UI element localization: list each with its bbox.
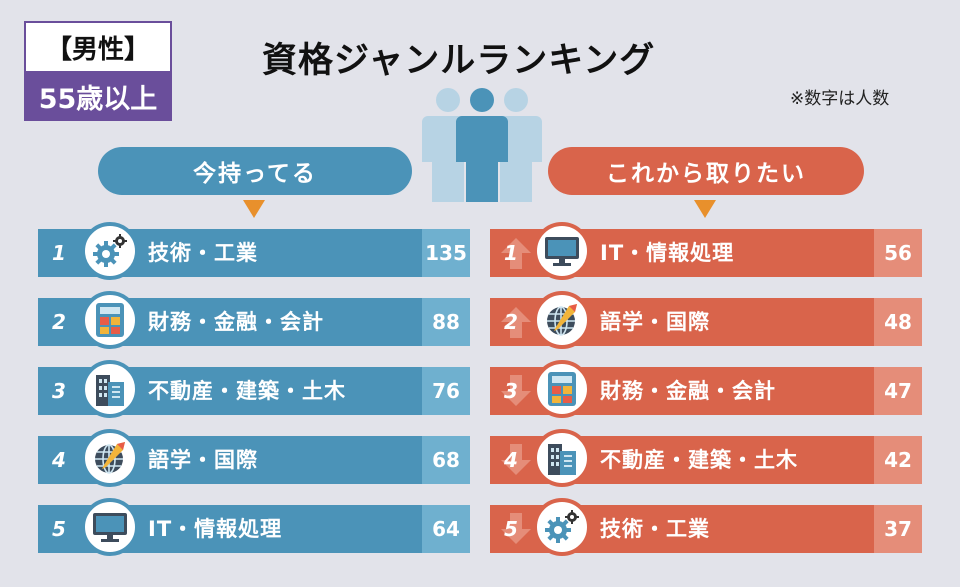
people-icon [422, 88, 542, 202]
age-label: 55歳以上 [26, 71, 170, 121]
owned-row-3: 3 不動産・建築・土木 76 [38, 360, 470, 418]
count-value: 47 [874, 367, 922, 415]
owned-row-1: 1 技術・工業 135 [38, 222, 470, 280]
wanted-row-1: 1 IT・情報処理 56 [490, 222, 922, 280]
rank-number: 2 [504, 310, 518, 334]
owned-row-4: 4 語学・国際 68 [38, 429, 470, 487]
count-value: 68 [422, 436, 470, 484]
owned-row-2: 2 財務・金融・会計 88 [38, 291, 470, 349]
heading-wanted-pointer [694, 200, 716, 218]
monitor-icon [81, 498, 139, 556]
gear-icon [81, 222, 139, 280]
rank-number: 3 [504, 379, 518, 403]
count-value: 37 [874, 505, 922, 553]
trend-down-arrow-icon [501, 444, 531, 475]
count-value: 48 [874, 298, 922, 346]
category-label: 不動産・建築・土木 [600, 448, 798, 472]
gear-icon [533, 498, 591, 556]
count-value: 88 [422, 298, 470, 346]
wanted-row-5: 5 技術・工業 37 [490, 498, 922, 556]
rank-number: 1 [504, 241, 518, 265]
count-value: 64 [422, 505, 470, 553]
category-label: IT・情報処理 [148, 517, 283, 541]
count-value: 56 [874, 229, 922, 277]
heading-wanted: これから取りたい [548, 147, 864, 195]
count-value: 135 [422, 229, 470, 277]
rank-number: 5 [52, 517, 66, 541]
wanted-row-2: 2 語学・国際 48 [490, 291, 922, 349]
trend-down-arrow-icon [501, 513, 531, 544]
segment-tag: 【男性】 55歳以上 [24, 21, 172, 121]
trend-up-arrow-icon [501, 307, 531, 338]
rank-number: 5 [504, 517, 518, 541]
category-label: 技術・工業 [600, 517, 710, 541]
rank-number: 4 [52, 448, 66, 472]
count-value: 42 [874, 436, 922, 484]
heading-owned-pointer [243, 200, 265, 218]
monitor-icon [533, 222, 591, 280]
unit-note: ※数字は人数 [790, 89, 890, 109]
category-label: 語学・国際 [600, 310, 710, 334]
calculator-icon [533, 360, 591, 418]
rank-number: 4 [504, 448, 518, 472]
building-icon [81, 360, 139, 418]
wanted-row-4: 4 不動産・建築・土木 42 [490, 429, 922, 487]
globe-icon [533, 291, 591, 349]
category-label: 語学・国際 [148, 448, 258, 472]
wanted-row-3: 3 財務・金融・会計 47 [490, 360, 922, 418]
trend-down-arrow-icon [501, 375, 531, 406]
category-label: 財務・金融・会計 [148, 310, 324, 334]
category-label: IT・情報処理 [600, 241, 735, 265]
calculator-icon [81, 291, 139, 349]
gender-label: 【男性】 [45, 34, 150, 65]
globe-icon [81, 429, 139, 487]
category-label: 財務・金融・会計 [600, 379, 776, 403]
building-icon [533, 429, 591, 487]
rank-number: 3 [52, 379, 66, 403]
owned-row-5: 5 IT・情報処理 64 [38, 498, 470, 556]
trend-up-arrow-icon [501, 238, 531, 269]
rank-number: 2 [52, 310, 66, 334]
category-label: 不動産・建築・土木 [148, 379, 346, 403]
page-title: 資格ジャンルランキング [262, 41, 656, 81]
count-value: 76 [422, 367, 470, 415]
heading-owned: 今持ってる [98, 147, 412, 195]
rank-number: 1 [52, 241, 66, 265]
category-label: 技術・工業 [148, 241, 258, 265]
